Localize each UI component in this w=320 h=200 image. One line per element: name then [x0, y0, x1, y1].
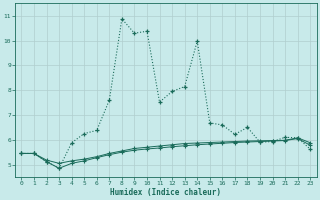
X-axis label: Humidex (Indice chaleur): Humidex (Indice chaleur)	[110, 188, 221, 197]
